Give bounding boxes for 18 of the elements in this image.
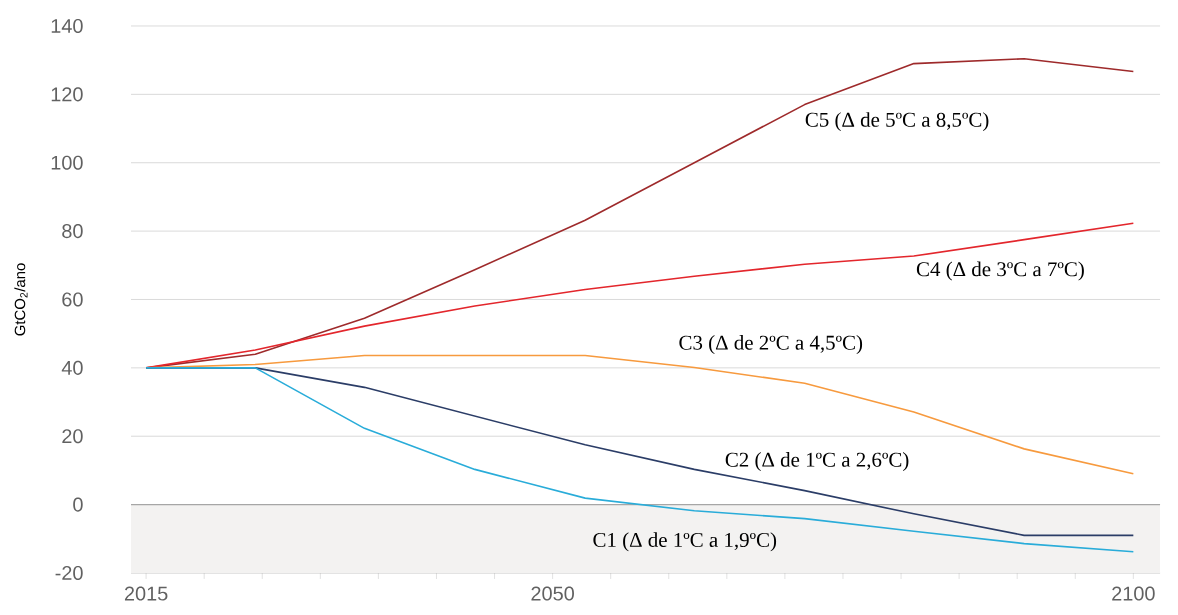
y-tick-label: -20 — [55, 565, 83, 581]
y-tick-label: 0 — [73, 497, 83, 512]
x-tick-label: 2015 — [124, 586, 168, 601]
series-label: C3 (Δ de 2ºC a 4,5ºC) — [679, 335, 863, 354]
y-axis-title: GtCO$_{2}$/ano — [14, 263, 28, 336]
y-tick-label: 140 — [51, 18, 83, 34]
y-tick-label: 60 — [62, 292, 83, 307]
y-tick-label: 120 — [51, 87, 83, 102]
y-tick-label: 100 — [51, 155, 83, 170]
x-tick-label: 2050 — [531, 586, 574, 601]
y-tick-label: 40 — [61, 360, 83, 375]
series-label: C4 (Δ de 3ºC a 7ºC) — [916, 261, 1084, 281]
x-tick-label: 2100 — [1112, 586, 1155, 601]
series-label: C2 (Δ de 1ºC a 2,6ºC) — [725, 452, 909, 472]
y-tick-label: 80 — [62, 224, 83, 239]
series-label: C1 (Δ de 1ºC a 1,9ºC) — [593, 532, 777, 552]
series-label: C5 (Δ de 5ºC a 8,5ºC) — [805, 112, 989, 132]
y-tick-label: 20 — [62, 429, 83, 444]
